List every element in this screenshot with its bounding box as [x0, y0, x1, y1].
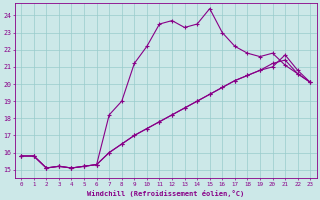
X-axis label: Windchill (Refroidissement éolien,°C): Windchill (Refroidissement éolien,°C)	[87, 190, 244, 197]
